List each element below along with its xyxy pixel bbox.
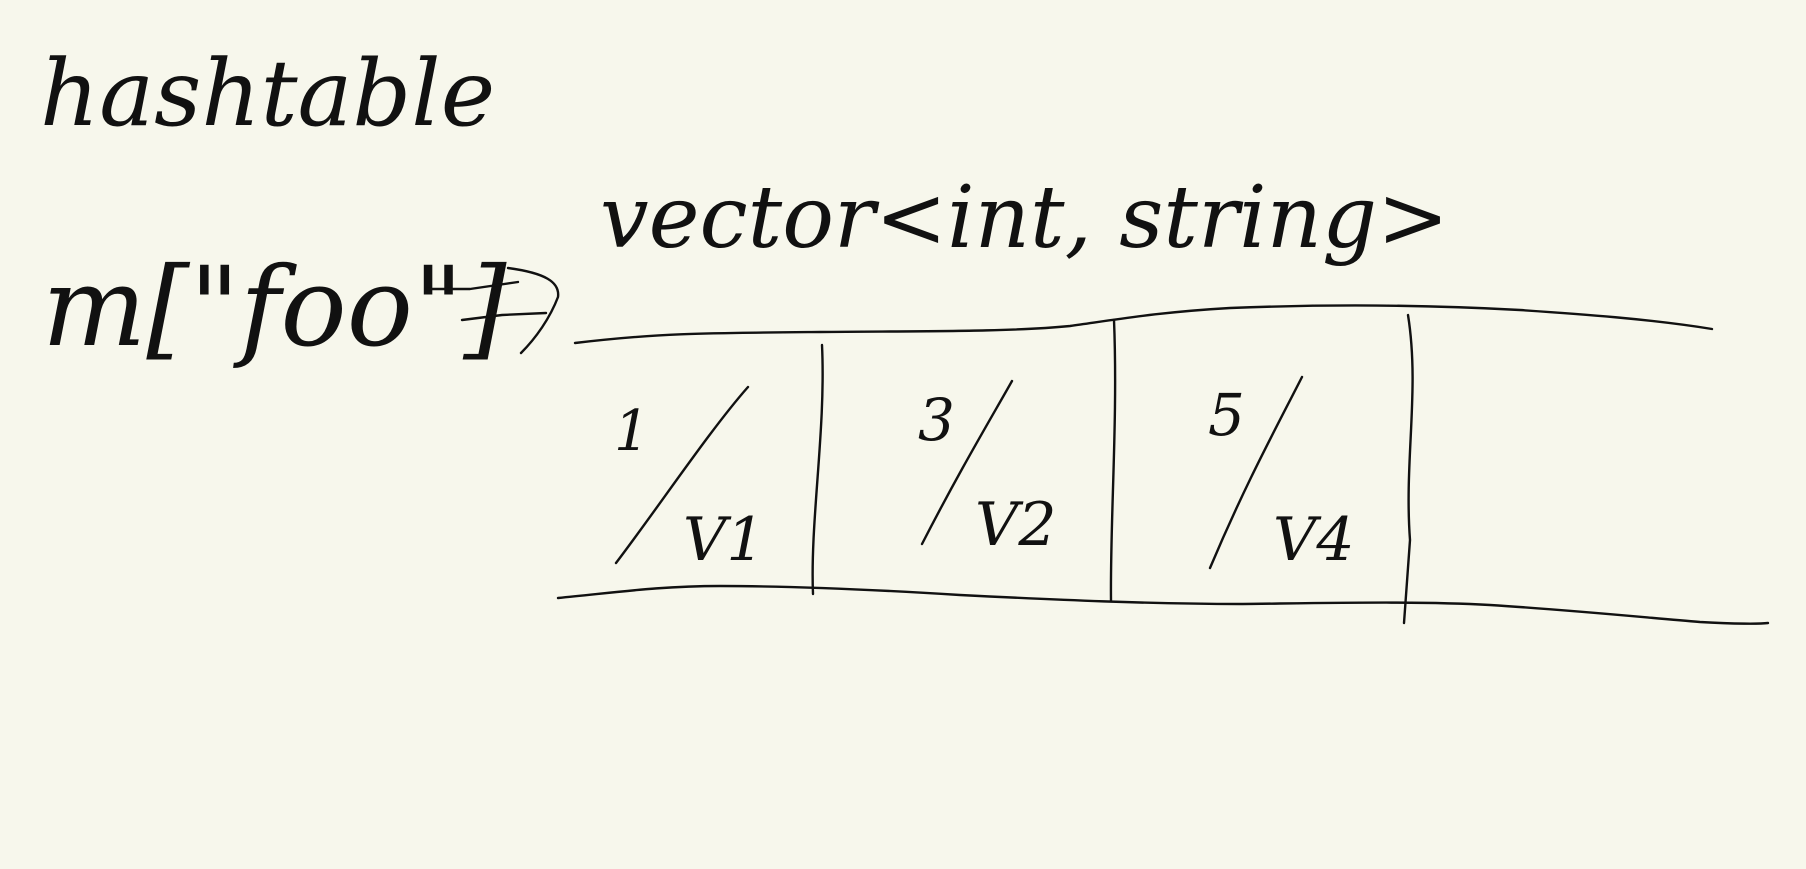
cell-divider-1 [811,343,824,596]
cell-key: 3 [918,386,955,454]
cell-2: 3 V2 [918,379,1057,560]
cell-key: 5 [1208,381,1245,449]
title-text: hashtable [40,40,495,147]
cell-slash [920,379,1014,546]
vector-type-label: vector<int, string> [600,168,1449,268]
vector-table [556,304,1770,625]
hash-lookup-expression: m["foo"] [42,243,508,371]
cell-divider-3 [1402,313,1414,625]
cell-divider-2 [1109,318,1117,603]
cell-3: 5 V4 [1208,375,1355,575]
cell-key: 1 [614,399,650,464]
table-bottom-border [556,584,1770,625]
cell-slash [614,385,750,565]
cell-value: V1 [683,505,765,575]
cell-1: 1 V1 [614,385,765,575]
right-arrow-icon [425,266,560,355]
cell-slash [1208,375,1304,570]
cell-value: V4 [1273,505,1355,575]
cell-value: V2 [975,490,1057,560]
table-top-border [573,304,1714,345]
